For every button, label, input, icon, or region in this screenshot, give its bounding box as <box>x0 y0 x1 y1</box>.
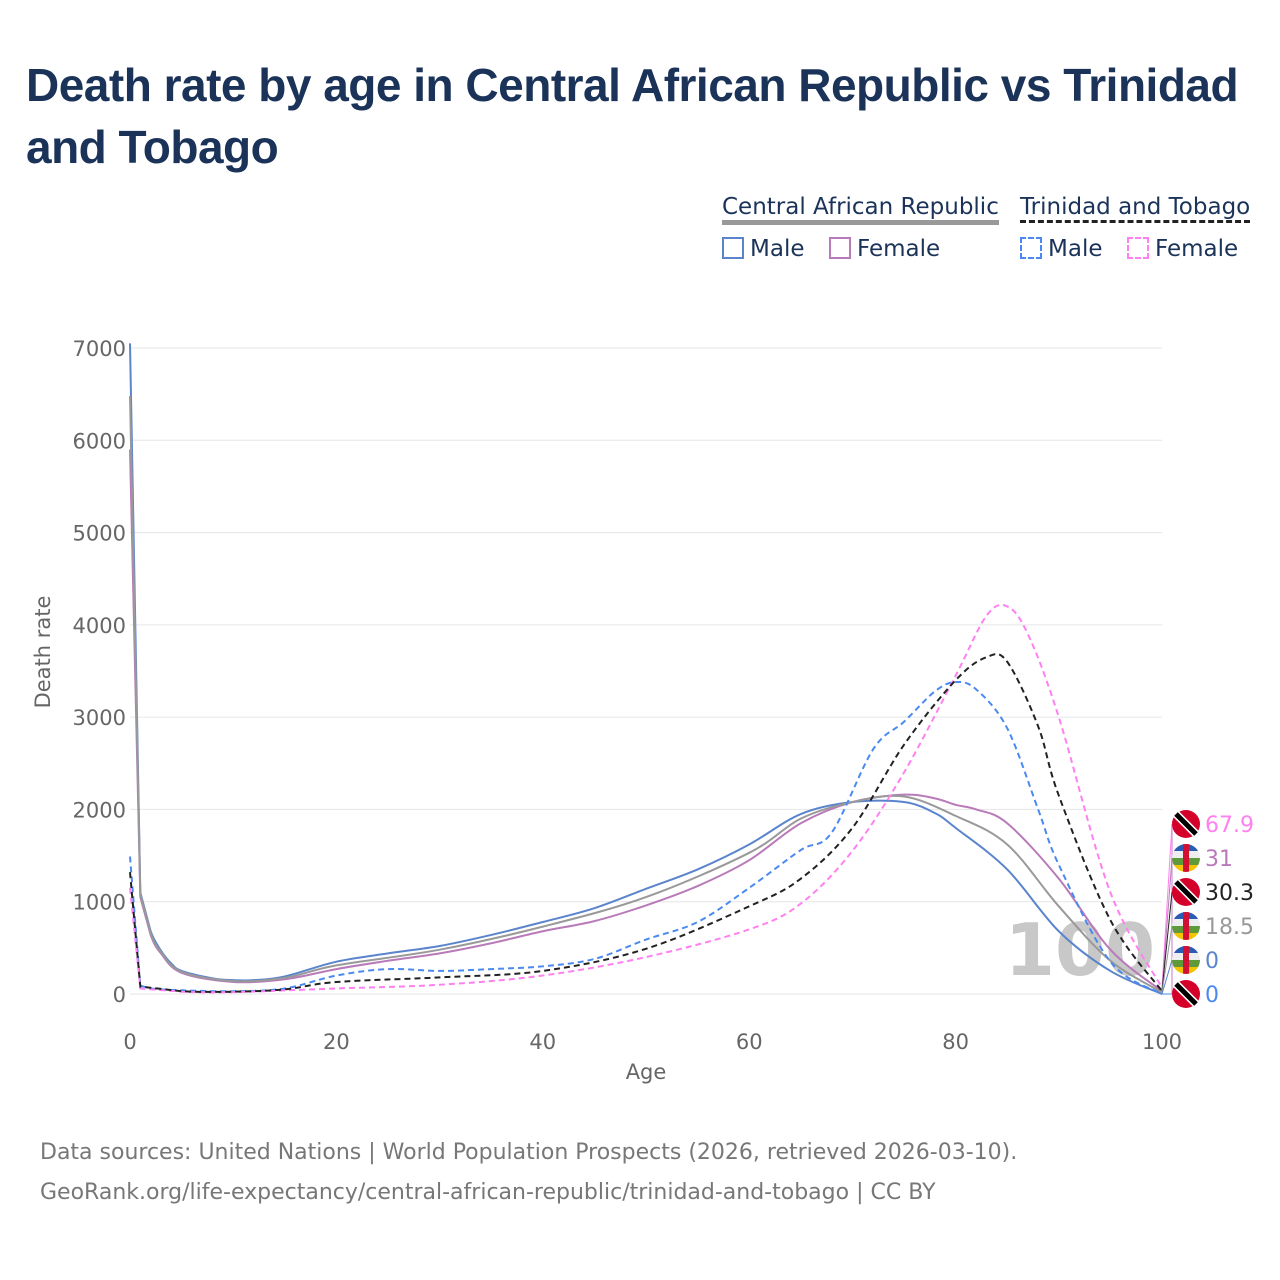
legend-swatch <box>829 237 851 259</box>
y-tick-label: 6000 <box>73 429 126 453</box>
legend-group-title: Trinidad and Tobago <box>1020 194 1251 223</box>
car-flag-icon <box>1172 844 1200 872</box>
x-axis-label: Age <box>626 1060 667 1084</box>
y-tick-label: 4000 <box>73 614 126 638</box>
legend-label: Female <box>1155 236 1239 262</box>
series-line-trinidad-and-tobago-total <box>129 652 1163 993</box>
end-label-leader <box>1161 823 1173 988</box>
legend-item-tt-male[interactable]: Male <box>1020 236 1102 262</box>
flag-stripe <box>1174 812 1198 836</box>
y-tick-label: 7000 <box>73 337 126 361</box>
legend-swatch <box>1127 237 1149 259</box>
y-tick-label: 1000 <box>73 891 126 915</box>
end-value-label: 0 <box>1205 983 1219 1008</box>
series-line-trinidad-and-tobago-female <box>129 603 1163 994</box>
legend-label: Female <box>857 236 941 262</box>
legend-swatch <box>722 237 744 259</box>
end-value-label: 0 <box>1205 949 1219 974</box>
source-line-2[interactable]: GeoRank.org/life-expectancy/central-afri… <box>40 1180 936 1205</box>
series-line-central-african-republic-total <box>129 395 1163 994</box>
legend-swatch <box>1020 237 1042 259</box>
end-label-leader <box>1161 959 1173 995</box>
x-tick-label: 40 <box>529 1030 556 1054</box>
end-value-label: 30.3 <box>1205 881 1254 906</box>
legend-group-title: Central African Republic <box>722 194 999 225</box>
legend-item-tt-female[interactable]: Female <box>1127 236 1238 262</box>
y-tick-label: 5000 <box>73 522 126 546</box>
chart-title: Death rate by age in Central African Rep… <box>26 59 1239 173</box>
x-tick-label: 100 <box>1142 1030 1182 1054</box>
car-flag-icon <box>1172 912 1200 940</box>
x-tick-label: 80 <box>942 1030 969 1054</box>
end-label-leader <box>1161 891 1173 992</box>
series-line-trinidad-and-tobago-male <box>129 680 1163 995</box>
flag-stripe <box>1174 982 1198 1006</box>
car-flag-icon <box>1172 946 1200 974</box>
end-value-label: 67.9 <box>1205 813 1254 838</box>
legend-group-tt: Trinidad and Tobago <box>1020 194 1251 223</box>
flag-stripe <box>1174 880 1198 904</box>
legend-item-car-female[interactable]: Female <box>829 236 940 262</box>
legend-item-car-male[interactable]: Male <box>722 236 804 262</box>
end-label-leader <box>1161 925 1173 993</box>
y-tick-label: 3000 <box>73 706 126 730</box>
end-label-leader <box>1161 857 1173 992</box>
y-tick-label: 0 <box>113 983 126 1007</box>
x-tick-label: 0 <box>123 1030 136 1054</box>
y-axis-label: Death rate <box>31 596 55 709</box>
source-line-1: Data sources: United Nations | World Pop… <box>40 1140 1018 1165</box>
y-tick-label: 2000 <box>73 798 126 822</box>
legend-label: Male <box>1048 236 1103 262</box>
legend-group-car: Central African Republic <box>722 194 999 225</box>
x-tick-label: 60 <box>736 1030 763 1054</box>
legend-label: Male <box>750 236 805 262</box>
x-tick-label: 20 <box>323 1030 350 1054</box>
end-value-label: 18.5 <box>1205 915 1254 940</box>
end-value-label: 31 <box>1205 847 1233 872</box>
